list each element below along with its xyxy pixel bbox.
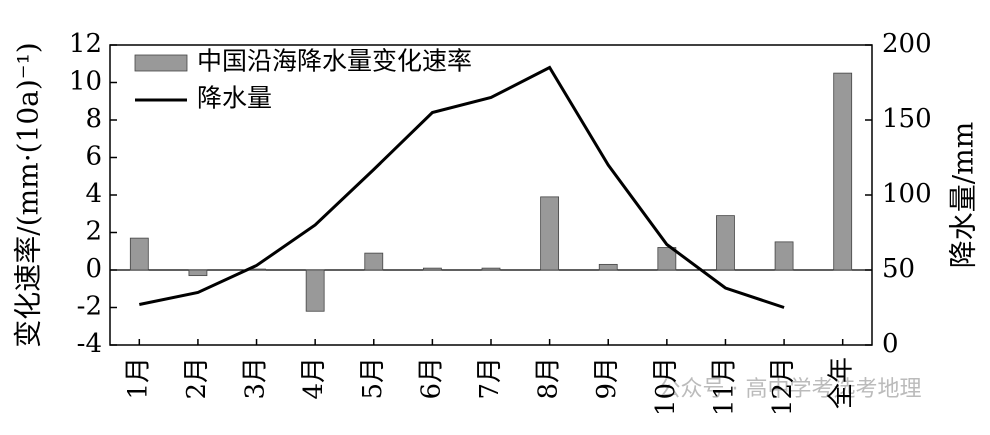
- y-tick-label: 2: [85, 217, 102, 247]
- y-tick-label: 8: [85, 104, 102, 134]
- bar: [598, 263, 618, 271]
- y-axis-title: 变化速率/(mm·(10a)⁻¹): [12, 42, 45, 347]
- bar: [481, 267, 501, 271]
- x-tick-label: 4月: [299, 357, 329, 400]
- y-tick-label: -4: [77, 329, 102, 359]
- y-tick-label: 10: [69, 67, 102, 97]
- y-tick-label: 4: [85, 179, 102, 209]
- y-tick-label: 12: [69, 29, 102, 59]
- watermark: 公众号 · 高中学考选考地理: [659, 377, 922, 402]
- x-tick-label: 全年: [827, 357, 857, 409]
- x-tick-label: 12月: [768, 357, 798, 416]
- x-tick-label: 5月: [358, 357, 388, 400]
- x-tick-label: 10月: [651, 357, 681, 416]
- bar: [364, 252, 384, 271]
- bar: [833, 72, 853, 271]
- x-tick-label: 8月: [534, 357, 564, 400]
- x-tick-label: 9月: [592, 357, 622, 400]
- x-tick-label: 7月: [475, 357, 505, 400]
- y2-tick-label: 100: [882, 179, 932, 209]
- bar: [716, 215, 735, 271]
- bar: [657, 247, 677, 271]
- y-tick-label: -2: [77, 292, 102, 322]
- x-tick-label: 6月: [416, 357, 446, 400]
- bar: [422, 267, 442, 271]
- y2-tick-label: 150: [882, 104, 932, 134]
- legend-swatch: [134, 54, 188, 72]
- legend-label: 中国沿海降水量变化速率: [197, 47, 472, 76]
- x-tick-label: 2月: [182, 357, 212, 400]
- bar: [540, 196, 560, 271]
- y2-axis-title: 降水量/mm: [947, 122, 980, 269]
- legend-label: 降水量: [197, 84, 272, 113]
- x-tick-label: 3月: [241, 357, 271, 400]
- bar: [305, 269, 325, 312]
- y-tick-label: 0: [85, 254, 102, 284]
- x-tick-label: 1月: [123, 357, 153, 400]
- bar: [188, 269, 208, 277]
- line: [139, 65, 785, 309]
- y2-tick-label: 0: [882, 329, 899, 359]
- x-tick-label: 11月: [709, 357, 739, 416]
- bar: [774, 241, 794, 271]
- y2-tick-label: 50: [882, 254, 915, 284]
- y-tick-label: 6: [85, 142, 102, 172]
- bar: [129, 237, 149, 271]
- y2-tick-label: 200: [882, 29, 932, 59]
